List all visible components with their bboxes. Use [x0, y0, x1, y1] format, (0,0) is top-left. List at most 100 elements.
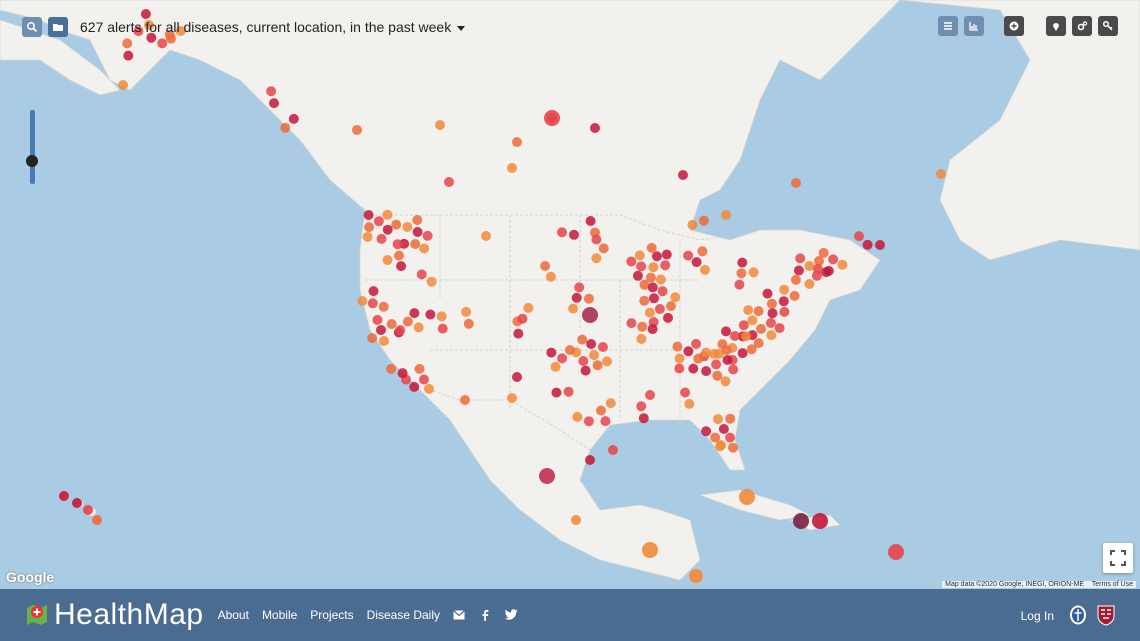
alert-marker[interactable]	[72, 498, 82, 508]
alert-marker[interactable]	[728, 364, 739, 375]
alert-marker[interactable]	[378, 301, 389, 312]
alert-marker[interactable]	[357, 296, 368, 306]
alert-marker[interactable]	[269, 98, 279, 109]
alert-marker[interactable]	[419, 374, 429, 385]
alert-marker[interactable]	[592, 360, 603, 371]
alert-marker[interactable]	[564, 345, 575, 355]
alert-marker[interactable]	[790, 274, 801, 285]
brand-name[interactable]: HealthMap	[54, 598, 204, 631]
alert-marker[interactable]	[362, 231, 373, 242]
alert-marker[interactable]	[596, 405, 606, 416]
alert-marker[interactable]	[157, 38, 168, 49]
alert-marker[interactable]	[691, 257, 702, 268]
alert-marker[interactable]	[175, 26, 186, 36]
alert-marker[interactable]	[59, 491, 69, 501]
alert-marker[interactable]	[670, 292, 681, 303]
alert-marker[interactable]	[460, 395, 470, 405]
alert-marker[interactable]	[680, 387, 691, 398]
alert-marker[interactable]	[571, 515, 581, 525]
alert-marker[interactable]	[352, 125, 362, 135]
alert-marker[interactable]	[837, 259, 848, 270]
alert-marker[interactable]	[651, 251, 662, 262]
alert-marker[interactable]	[647, 324, 658, 335]
alert-marker[interactable]	[586, 339, 597, 349]
alert-marker[interactable]	[600, 416, 611, 427]
alert-marker[interactable]	[391, 219, 402, 230]
alert-marker[interactable]	[590, 123, 600, 133]
alert-marker[interactable]	[888, 544, 904, 560]
alert-marker[interactable]	[589, 350, 599, 361]
alert-marker[interactable]	[539, 468, 555, 484]
alert-marker[interactable]	[683, 346, 694, 357]
alert-marker[interactable]	[722, 355, 733, 365]
alert-marker[interactable]	[591, 234, 602, 245]
alert-marker[interactable]	[140, 9, 151, 19]
alert-marker[interactable]	[424, 383, 434, 394]
alert-marker[interactable]	[580, 365, 591, 376]
search-button[interactable]	[22, 17, 42, 37]
alert-marker[interactable]	[661, 249, 672, 260]
alert-marker[interactable]	[698, 215, 709, 226]
alert-marker[interactable]	[774, 323, 785, 334]
alert-marker[interactable]	[569, 229, 579, 240]
alert-marker[interactable]	[367, 298, 378, 309]
alert-marker[interactable]	[92, 515, 102, 525]
alert-marker[interactable]	[645, 272, 656, 283]
alert-marker[interactable]	[793, 513, 809, 529]
alert-marker[interactable]	[551, 387, 562, 398]
alert-marker[interactable]	[392, 239, 403, 250]
alert-marker[interactable]	[394, 250, 404, 261]
alert-marker[interactable]	[412, 215, 423, 225]
alert-marker[interactable]	[637, 321, 648, 332]
alert-marker[interactable]	[683, 250, 694, 261]
alert-marker[interactable]	[762, 288, 773, 299]
alert-marker[interactable]	[691, 338, 702, 349]
alert-marker[interactable]	[550, 361, 561, 372]
alert-marker[interactable]	[648, 262, 659, 273]
alert-marker[interactable]	[701, 426, 712, 437]
alert-marker[interactable]	[382, 224, 393, 235]
alert-marker[interactable]	[725, 432, 736, 443]
alert-marker[interactable]	[766, 330, 777, 341]
key-button[interactable]	[1098, 16, 1118, 36]
alert-marker[interactable]	[729, 331, 740, 341]
alert-marker[interactable]	[540, 261, 551, 271]
alert-marker[interactable]	[372, 314, 383, 325]
alert-marker[interactable]	[636, 261, 647, 272]
alert-marker[interactable]	[791, 178, 801, 188]
alert-marker[interactable]	[649, 293, 659, 304]
alert-marker[interactable]	[444, 177, 454, 187]
alert-marker[interactable]	[123, 50, 134, 61]
boston-childrens-seal-icon[interactable]	[1068, 604, 1088, 626]
alert-marker[interactable]	[795, 253, 806, 264]
alert-marker[interactable]	[812, 264, 823, 275]
alert-marker[interactable]	[395, 325, 406, 336]
alert-marker[interactable]	[639, 279, 650, 290]
alert-marker[interactable]	[413, 322, 424, 333]
alert-marker[interactable]	[767, 308, 778, 319]
alert-marker[interactable]	[412, 227, 423, 237]
alert-marker[interactable]	[823, 265, 834, 276]
alert-marker[interactable]	[721, 326, 731, 337]
nav-projects[interactable]: Projects	[310, 608, 354, 622]
alert-marker[interactable]	[793, 265, 804, 276]
alert-marker[interactable]	[632, 270, 643, 281]
alert-marker[interactable]	[626, 256, 637, 267]
alert-marker[interactable]	[437, 323, 448, 334]
alert-marker[interactable]	[546, 347, 557, 358]
location-button[interactable]	[1046, 16, 1066, 36]
alert-marker[interactable]	[513, 328, 524, 339]
alert-marker[interactable]	[765, 318, 776, 328]
alert-marker[interactable]	[507, 393, 517, 403]
alert-marker[interactable]	[697, 246, 708, 257]
alert-marker[interactable]	[734, 279, 745, 290]
alert-marker[interactable]	[481, 231, 491, 241]
alert-marker[interactable]	[396, 261, 407, 272]
alert-marker[interactable]	[463, 318, 474, 329]
alert-marker[interactable]	[660, 260, 671, 271]
alert-marker[interactable]	[416, 269, 427, 280]
list-view-button[interactable]	[938, 16, 958, 36]
alert-marker[interactable]	[688, 363, 699, 374]
alert-marker[interactable]	[666, 301, 676, 312]
alert-marker[interactable]	[368, 286, 379, 297]
